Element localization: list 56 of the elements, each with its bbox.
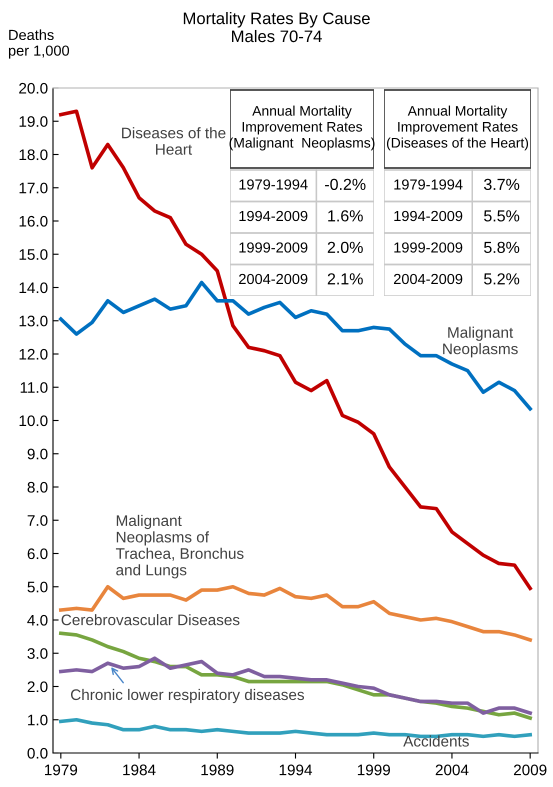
annotation: 3.7% [484, 178, 520, 190]
y-tick-label: 16.0 [20, 216, 48, 227]
y-tick-label: 3.0 [27, 648, 48, 659]
y-tick-label: 0.0 [28, 748, 48, 759]
y-tick-label: 15.0 [20, 249, 48, 260]
annotation: 2004-2009 [394, 274, 462, 284]
annotation: 1994-2009 [394, 210, 462, 222]
annotation: 2.0% [328, 242, 363, 254]
y-tick-label: 7.0 [28, 515, 48, 526]
y-tick-label: 18.0 [20, 149, 48, 160]
series-label: Malignant Neoplasms of Trachea, Bronchus and Lungs [116, 514, 244, 578]
y-tick-label: 4.0 [27, 614, 48, 626]
chart-title: Mortality Rates By Cause [184, 12, 370, 28]
line-series [59, 656, 532, 715]
annotation: 1979-1994 [394, 179, 463, 190]
series-label: Chronic lower respiratory diseases [70, 688, 304, 704]
chart-subtitle: Males 70-74 [232, 30, 322, 42]
annotation: 1999-2009 [239, 242, 308, 253]
x-tick-label: 1994 [280, 764, 312, 776]
x-tick-label: 1979 [44, 764, 78, 776]
y-tick-label: 10.0 [20, 415, 48, 426]
y-tick-label: 2.0 [28, 681, 48, 692]
series-label: Accidents [403, 735, 469, 747]
y-tick-label: 13.0 [20, 316, 48, 326]
y-tick-label: 9.0 [28, 448, 48, 460]
x-tick-label: 1989 [201, 764, 234, 776]
annotation: 5.5% [484, 210, 520, 222]
y-tick-label: 20.0 [19, 82, 48, 94]
y-axis-title: Deaths per 1,000 [8, 29, 70, 59]
x-tick-label: 1999 [358, 764, 390, 776]
annotation: 1.6% [328, 210, 363, 222]
y-tick-label: 1.0 [28, 714, 48, 726]
line-series [59, 584, 532, 642]
annotation: 2004-2009 [239, 274, 308, 284]
series-label: Cerebrovascular Diseases [62, 614, 240, 626]
annotation: 1979-1994 [239, 179, 308, 190]
annotation: 5.8% [484, 242, 520, 254]
y-tick-label: 12.0 [20, 348, 48, 360]
x-tick-label: 2009 [514, 764, 546, 776]
text: Annual Mortality Improvement Rates (Diseases of the Heart) [386, 106, 528, 150]
annotation: 5.2% [484, 273, 520, 285]
y-tick-label: 11.0 [20, 382, 48, 393]
y-tick-label: 14.0 [20, 282, 48, 294]
series-label: Malignant Neoplasms [443, 326, 518, 358]
annotation: 1999-2009 [394, 242, 462, 253]
y-tick-label: 8.0 [28, 482, 48, 493]
x-tick-label: 2004 [436, 764, 468, 776]
y-tick-label: 17.0 [20, 182, 48, 194]
annotation: 1994-2009 [239, 210, 308, 222]
annotation: 2.1% [328, 273, 363, 284]
y-tick-label: 19.0 [20, 116, 48, 127]
y-tick-label: 6.0 [28, 548, 48, 560]
x-tick-label: 1984 [123, 764, 156, 776]
y-tick-label: 5.0 [28, 582, 48, 592]
series-label: Diseases of the Heart [122, 127, 226, 155]
annotation: -0.2% [325, 178, 366, 190]
